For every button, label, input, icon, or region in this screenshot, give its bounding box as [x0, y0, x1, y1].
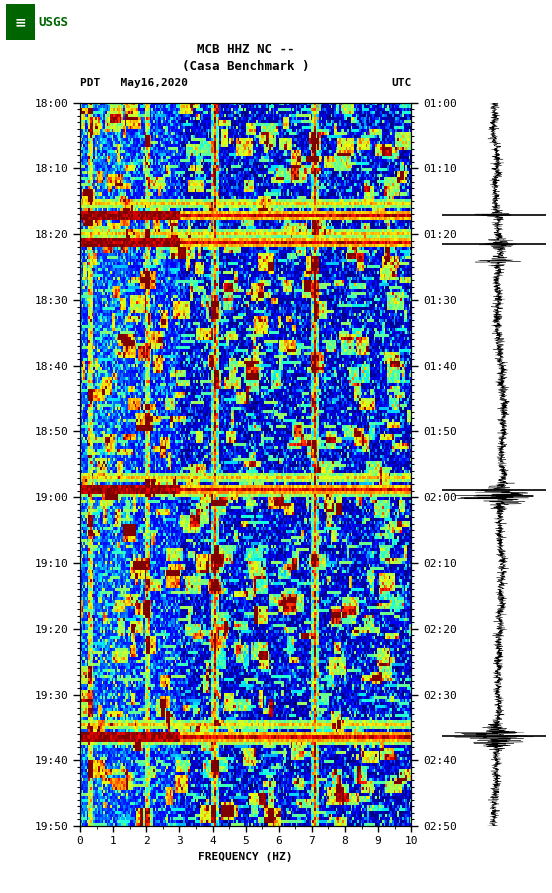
Text: (Casa Benchmark ): (Casa Benchmark ) — [182, 61, 309, 73]
Text: UTC: UTC — [391, 78, 411, 88]
Text: MCB HHZ NC --: MCB HHZ NC -- — [197, 43, 294, 55]
Text: ≡: ≡ — [14, 15, 26, 29]
X-axis label: FREQUENCY (HZ): FREQUENCY (HZ) — [198, 852, 293, 862]
FancyBboxPatch shape — [6, 4, 35, 40]
Text: USGS: USGS — [38, 16, 68, 29]
Text: PDT   May16,2020: PDT May16,2020 — [80, 78, 188, 88]
